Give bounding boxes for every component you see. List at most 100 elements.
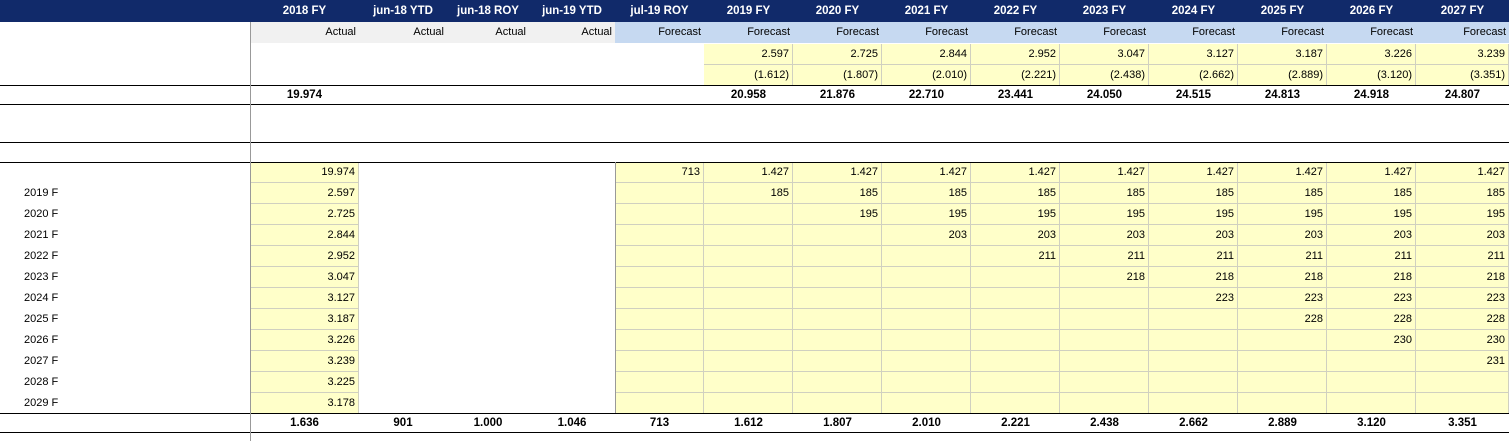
matrix-cell[interactable] (793, 225, 882, 246)
matrix-cell[interactable] (704, 351, 793, 372)
matrix-cell[interactable]: 203 (1416, 225, 1509, 246)
matrix-cell[interactable]: 185 (1060, 183, 1149, 204)
matrix-cell[interactable]: 218 (1149, 267, 1238, 288)
matrix-cell[interactable]: 230 (1416, 330, 1509, 351)
column-header[interactable]: 2022 FY (971, 0, 1060, 22)
matrix-cell[interactable]: 1.427 (971, 162, 1060, 183)
row-b-cell[interactable]: (2.889) (1238, 65, 1327, 86)
column-type[interactable]: Forecast (1327, 22, 1416, 43)
matrix-cell[interactable]: 3.178 (250, 393, 359, 414)
column-type[interactable]: Forecast (1238, 22, 1327, 43)
matrix-cell[interactable]: 185 (882, 183, 971, 204)
matrix-cell[interactable]: 195 (882, 204, 971, 225)
matrix-cell[interactable]: 218 (1327, 267, 1416, 288)
matrix-cell[interactable]: 713 (615, 162, 704, 183)
row-a-cell[interactable]: 3.226 (1327, 44, 1416, 65)
matrix-cell[interactable] (615, 393, 704, 414)
matrix-cell[interactable] (615, 267, 704, 288)
matrix-cell[interactable] (1060, 393, 1149, 414)
matrix-cell[interactable]: 185 (704, 183, 793, 204)
matrix-cell[interactable]: 218 (1238, 267, 1327, 288)
matrix-cell[interactable]: 203 (1060, 225, 1149, 246)
matrix-cell[interactable] (1416, 372, 1509, 393)
matrix-cell[interactable]: 185 (1149, 183, 1238, 204)
matrix-cell[interactable]: 195 (1327, 204, 1416, 225)
matrix-cell[interactable]: 3.239 (250, 351, 359, 372)
matrix-cell[interactable] (615, 351, 704, 372)
matrix-cell[interactable]: 203 (1327, 225, 1416, 246)
column-header[interactable]: 2018 FY (250, 0, 359, 22)
matrix-cell[interactable] (882, 309, 971, 330)
row-a-cell[interactable]: 3.127 (1149, 44, 1238, 65)
matrix-cell[interactable]: 3.047 (250, 267, 359, 288)
matrix-cell[interactable] (793, 351, 882, 372)
matrix-cell[interactable]: 195 (1060, 204, 1149, 225)
column-type[interactable]: Forecast (615, 22, 704, 43)
matrix-cell[interactable] (793, 330, 882, 351)
matrix-cell[interactable]: 2.952 (250, 246, 359, 267)
row-b-cell[interactable]: (2.010) (882, 65, 971, 86)
matrix-cell[interactable] (793, 309, 882, 330)
matrix-cell[interactable]: 211 (971, 246, 1060, 267)
matrix-cell[interactable] (704, 225, 793, 246)
matrix-cell[interactable]: 1.427 (1327, 162, 1416, 183)
matrix-cell[interactable] (615, 183, 704, 204)
column-type[interactable]: Forecast (882, 22, 971, 43)
matrix-cell[interactable] (615, 309, 704, 330)
row-a-cell[interactable]: 3.239 (1416, 44, 1509, 65)
row-b-cell[interactable]: (1.807) (793, 65, 882, 86)
column-header[interactable]: 2020 FY (793, 0, 882, 22)
matrix-cell[interactable]: 3.127 (250, 288, 359, 309)
matrix-cell[interactable] (793, 267, 882, 288)
matrix-cell[interactable]: 3.226 (250, 330, 359, 351)
column-type[interactable]: Actual (447, 22, 529, 43)
row-b-cell[interactable]: (3.351) (1416, 65, 1509, 86)
matrix-cell[interactable] (793, 393, 882, 414)
row-a-cell[interactable]: 2.844 (882, 44, 971, 65)
matrix-cell[interactable] (1149, 330, 1238, 351)
matrix-cell[interactable] (704, 267, 793, 288)
row-b-cell[interactable]: (2.438) (1060, 65, 1149, 86)
matrix-cell[interactable] (615, 204, 704, 225)
matrix-cell[interactable] (704, 330, 793, 351)
column-type[interactable]: Forecast (1060, 22, 1149, 43)
matrix-cell[interactable]: 195 (793, 204, 882, 225)
matrix-cell[interactable] (971, 309, 1060, 330)
column-type[interactable]: Forecast (704, 22, 793, 43)
matrix-cell[interactable]: 3.187 (250, 309, 359, 330)
matrix-cell[interactable]: 223 (1327, 288, 1416, 309)
column-header[interactable]: 2027 FY (1416, 0, 1509, 22)
matrix-cell[interactable]: 185 (971, 183, 1060, 204)
matrix-cell[interactable] (1238, 351, 1327, 372)
column-header[interactable]: 2019 FY (704, 0, 793, 22)
matrix-cell[interactable]: 2.597 (250, 183, 359, 204)
matrix-cell[interactable]: 185 (1238, 183, 1327, 204)
matrix-cell[interactable]: 231 (1416, 351, 1509, 372)
matrix-cell[interactable] (1060, 330, 1149, 351)
row-b-cell[interactable]: (2.221) (971, 65, 1060, 86)
matrix-cell[interactable] (1149, 372, 1238, 393)
matrix-cell[interactable]: 223 (1238, 288, 1327, 309)
matrix-cell[interactable]: 223 (1149, 288, 1238, 309)
column-header[interactable]: 2026 FY (1327, 0, 1416, 22)
matrix-cell[interactable] (1416, 393, 1509, 414)
matrix-cell[interactable] (971, 330, 1060, 351)
row-a-cell[interactable]: 3.047 (1060, 44, 1149, 65)
matrix-cell[interactable]: 211 (1327, 246, 1416, 267)
matrix-cell[interactable] (615, 246, 704, 267)
matrix-cell[interactable] (1327, 372, 1416, 393)
matrix-cell[interactable] (615, 225, 704, 246)
matrix-cell[interactable]: 203 (1149, 225, 1238, 246)
matrix-cell[interactable] (971, 372, 1060, 393)
matrix-cell[interactable] (1149, 393, 1238, 414)
matrix-cell[interactable] (1060, 372, 1149, 393)
matrix-cell[interactable] (704, 309, 793, 330)
matrix-cell[interactable] (793, 246, 882, 267)
matrix-cell[interactable] (1238, 372, 1327, 393)
matrix-cell[interactable]: 211 (1416, 246, 1509, 267)
matrix-cell[interactable] (704, 246, 793, 267)
matrix-cell[interactable] (793, 372, 882, 393)
matrix-cell[interactable]: 211 (1238, 246, 1327, 267)
matrix-cell[interactable] (971, 351, 1060, 372)
matrix-cell[interactable]: 19.974 (250, 162, 359, 183)
